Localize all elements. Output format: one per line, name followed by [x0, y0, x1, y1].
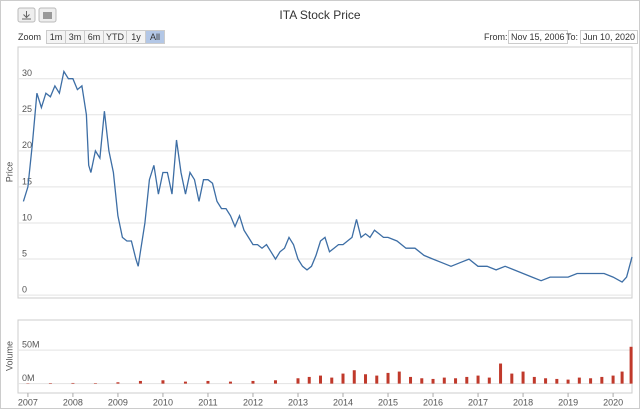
- y-axis-label: Price: [4, 162, 14, 183]
- x-tick-label: 2010: [153, 397, 173, 407]
- volume-bar: [364, 374, 368, 384]
- x-tick-label: 2020: [603, 397, 623, 407]
- volume-bar: [93, 383, 97, 384]
- volume-bar: [352, 370, 356, 384]
- volume-bar: [409, 376, 413, 384]
- y-tick-label: 5: [22, 248, 27, 258]
- y-tick-label: 0: [22, 284, 27, 294]
- print-icon: [43, 12, 52, 19]
- y-axis-label: Volume: [4, 341, 14, 371]
- plot-area: [17, 46, 633, 299]
- volume-bar: [420, 378, 424, 384]
- volume-bar: [183, 381, 187, 384]
- y-tick-label: 50M: [22, 340, 40, 350]
- volume-bar: [375, 375, 379, 384]
- plot-area: [17, 319, 633, 394]
- volume-bar: [386, 372, 390, 384]
- volume-bar: [611, 375, 615, 384]
- to-date[interactable]: Jun 10, 2020: [580, 30, 639, 44]
- x-tick-label: 2015: [378, 397, 398, 407]
- volume-bar: [138, 380, 142, 384]
- volume-bar: [206, 380, 210, 384]
- volume-bar: [510, 373, 514, 384]
- volume-bar: [544, 378, 548, 384]
- range-button[interactable]: 3m: [65, 30, 85, 44]
- volume-bar: [577, 377, 581, 384]
- range-button[interactable]: 1m: [46, 30, 66, 44]
- y-tick-label: 10: [22, 212, 32, 222]
- y-tick-label: 30: [22, 68, 32, 78]
- download-icon: [22, 11, 31, 20]
- volume-bar: [397, 371, 401, 384]
- volume-bar: [521, 371, 525, 384]
- range-button[interactable]: YTD: [103, 30, 127, 44]
- volume-bar: [499, 363, 503, 384]
- volume-bar: [600, 376, 604, 384]
- y-tick-label: 0M: [22, 373, 35, 383]
- range-button[interactable]: All: [145, 30, 165, 44]
- volume-bar: [566, 379, 570, 384]
- volume-bar: [330, 377, 334, 384]
- volume-bar: [620, 371, 624, 384]
- volume-bar: [341, 373, 345, 384]
- x-tick-label: 2007: [18, 397, 38, 407]
- y-tick-label: 25: [22, 104, 32, 114]
- x-tick-label: 2009: [108, 397, 128, 407]
- volume-bar: [251, 380, 255, 384]
- volume-bar: [307, 376, 311, 384]
- volume-bar: [228, 381, 232, 384]
- volume-bar: [532, 376, 536, 384]
- volume-bar: [555, 378, 559, 384]
- volume-bar: [296, 378, 300, 384]
- volume-bar: [48, 383, 52, 384]
- volume-bar: [476, 375, 480, 384]
- y-tick-label: 20: [22, 140, 32, 150]
- volume-bar: [318, 375, 322, 384]
- zoom-label: Zoom: [18, 32, 42, 42]
- x-tick-label: 2018: [513, 397, 533, 407]
- x-tick-label: 2012: [243, 397, 263, 407]
- x-tick-label: 2014: [333, 397, 353, 407]
- from-date[interactable]: Nov 15, 2006: [508, 30, 568, 44]
- x-tick-label: 2013: [288, 397, 308, 407]
- volume-bar: [589, 378, 593, 384]
- x-tick-label: 2016: [423, 397, 443, 407]
- x-tick-label: 2017: [468, 397, 488, 407]
- x-tick-label: 2011: [198, 397, 217, 407]
- volume-bar: [71, 382, 75, 384]
- price-line: [22, 69, 633, 283]
- range-button[interactable]: 1y: [126, 30, 146, 44]
- chart-title: ITA Stock Price: [279, 8, 360, 22]
- volume-bar: [487, 377, 491, 384]
- to-label: To:: [566, 32, 579, 42]
- volume-bar: [116, 382, 120, 384]
- y-tick-label: 15: [22, 176, 32, 186]
- volume-bar: [465, 376, 469, 384]
- x-tick-label: 2019: [558, 397, 578, 407]
- volume-bar: [442, 377, 446, 384]
- volume-bar: [161, 380, 165, 384]
- range-button[interactable]: 6m: [84, 30, 104, 44]
- volume-bar: [431, 378, 435, 384]
- x-tick-label: 2008: [63, 397, 83, 407]
- volume-bar: [454, 378, 458, 384]
- volume-bar: [273, 380, 277, 384]
- volume-bar: [629, 346, 633, 384]
- from-label: From:: [484, 32, 508, 42]
